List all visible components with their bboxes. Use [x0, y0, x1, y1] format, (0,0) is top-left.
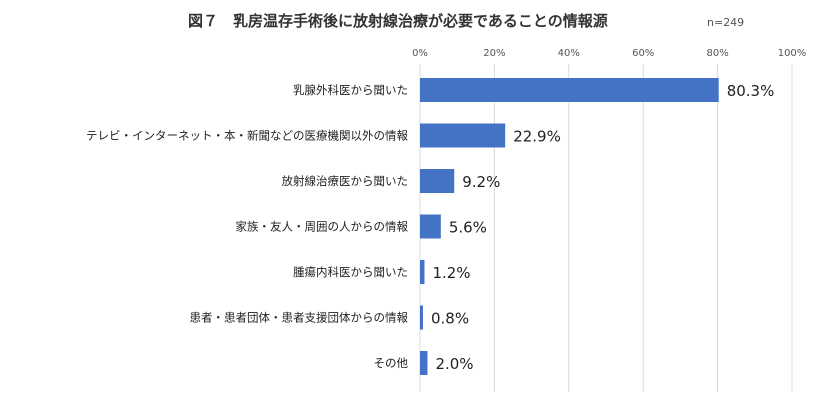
category-label: 放射線治療医から聞いた	[282, 174, 409, 188]
bar	[420, 214, 441, 239]
data-label: 2.0%	[435, 355, 473, 373]
x-tick-label: 20%	[483, 48, 505, 59]
category-label: 患者・患者団体・患者支援団体からの情報	[190, 311, 409, 325]
data-label: 1.2%	[432, 264, 470, 282]
chart-title: 図７ 乳房温存手術後に放射線治療が必要であることの情報源	[188, 12, 608, 30]
data-label: 5.6%	[449, 219, 487, 237]
x-tick-label: 60%	[632, 48, 654, 59]
category-label: その他	[374, 356, 409, 370]
category-label: テレビ・インターネット・本・新聞などの医療機関以外の情報	[86, 129, 408, 143]
bar	[420, 169, 455, 193]
category-label: 家族・友人・周囲の人からの情報	[236, 220, 409, 234]
data-label: 22.9%	[513, 128, 561, 146]
category-label: 腫瘍内科医から聞いた	[293, 265, 408, 279]
bar	[420, 123, 506, 148]
x-tick-label: 100%	[778, 48, 807, 59]
data-label: 80.3%	[727, 82, 775, 100]
x-tick-label: 40%	[558, 48, 580, 59]
bar	[420, 305, 423, 330]
bar	[420, 78, 719, 102]
sample-size-note: n=249	[707, 16, 745, 29]
data-label: 9.2%	[462, 173, 500, 191]
bar	[420, 351, 428, 375]
bar	[420, 260, 425, 284]
data-label: 0.8%	[431, 310, 469, 328]
category-label: 乳腺外科医から聞いた	[293, 83, 408, 97]
x-tick-label: 0%	[412, 48, 428, 59]
x-tick-label: 80%	[706, 48, 728, 59]
